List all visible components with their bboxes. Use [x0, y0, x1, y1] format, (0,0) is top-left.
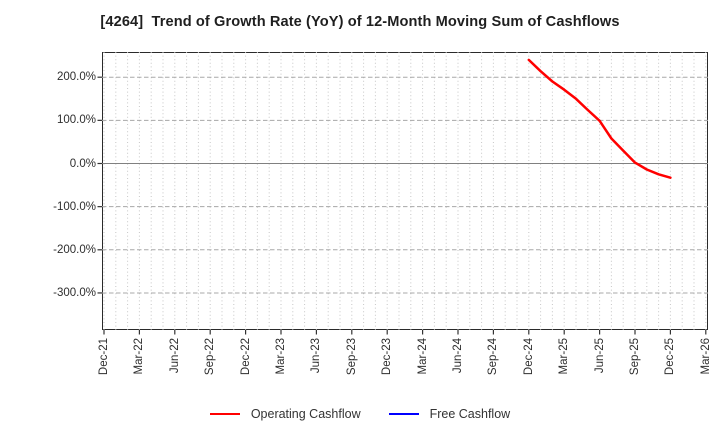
x-tick-label: Mar-25 [558, 338, 571, 375]
legend-line-swatch [209, 413, 240, 415]
x-tick-label: Jun-22 [168, 338, 181, 374]
y-tick-label: 100.0% [56, 114, 96, 127]
legend-label: Free Cashflow [429, 407, 511, 421]
y-tick-label: -100.0% [53, 200, 96, 213]
x-tick-label: Jun-24 [452, 338, 464, 374]
x-tick-label: Dec-24 [522, 338, 535, 376]
x-tick-label: Dec-22 [239, 338, 252, 376]
x-tick-label: Sep-22 [204, 338, 217, 376]
x-tick-label: Jun-25 [593, 338, 606, 374]
x-tick-label: Mar-24 [416, 338, 429, 375]
x-tick-label: Jun-23 [310, 338, 323, 374]
x-tick-label: Mar-26 [699, 338, 712, 375]
y-tick-label: 0.0% [69, 157, 96, 170]
series-line-operating-cashflow [527, 58, 672, 179]
x-tick-label: Sep-23 [345, 338, 358, 376]
x-tick-label: Dec-25 [664, 338, 677, 376]
x-tick-label: Mar-22 [133, 338, 146, 375]
x-tick-label: Sep-25 [629, 338, 641, 376]
x-tick-label: Dec-21 [98, 338, 110, 376]
legend-line-swatch [388, 413, 419, 415]
plot-area-frame [102, 52, 708, 330]
y-tick-label: -200.0% [53, 243, 96, 256]
legend-entry-free-cashflow: Free Cashflow [388, 407, 511, 421]
x-tick-label: Sep-24 [487, 338, 500, 376]
chart-legend: Operating Cashflow Free Cashflow [0, 407, 720, 421]
plot-svg [97, 52, 708, 335]
chart-title: [4264] Trend of Growth Rate (YoY) of 12-… [100, 14, 620, 30]
legend-entry-operating-cashflow: Operating Cashflow [209, 407, 361, 421]
x-tick-label: Dec-23 [381, 338, 394, 376]
x-tick-label: Mar-23 [275, 338, 287, 375]
legend-label: Operating Cashflow [250, 407, 361, 421]
y-tick-label: -300.0% [53, 286, 96, 299]
y-tick-label: 200.0% [56, 71, 96, 84]
